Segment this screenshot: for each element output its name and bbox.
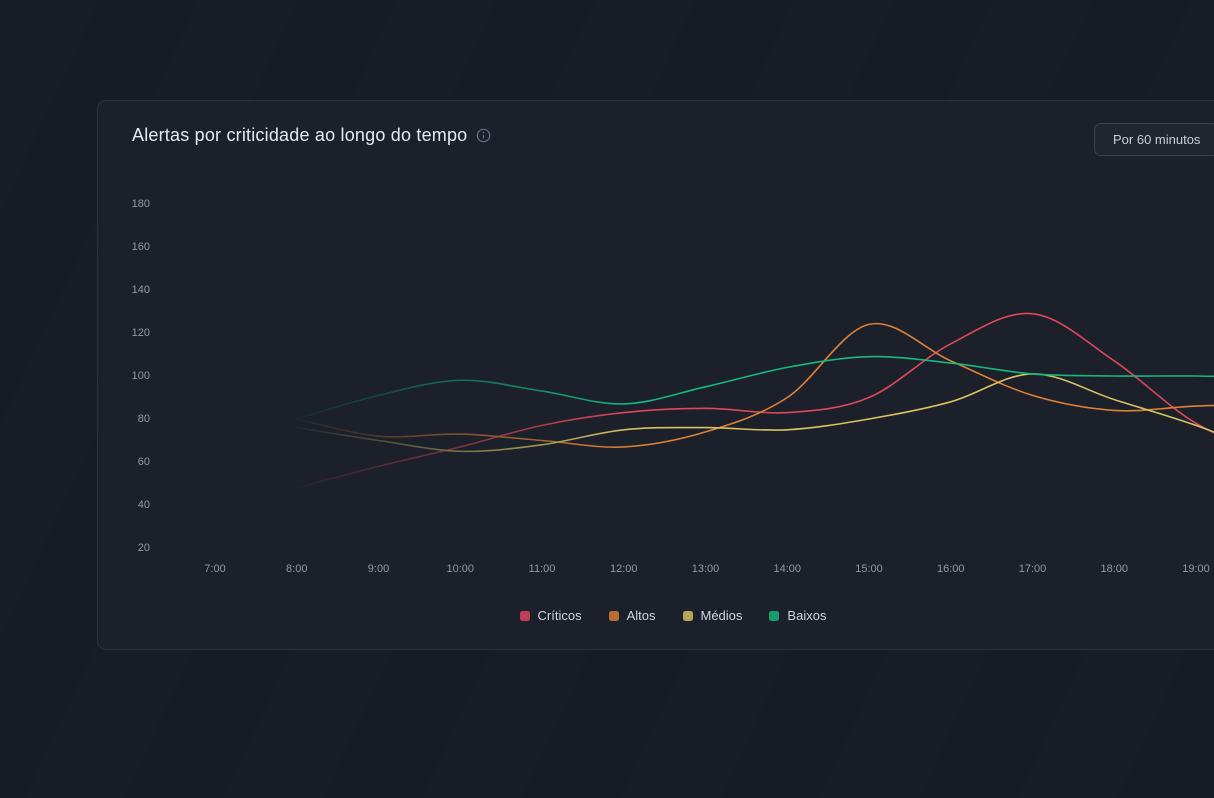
x-tick-label: 14:00 [773, 563, 802, 575]
y-tick-label: 140 [131, 284, 150, 296]
card-header: Alertas por criticidade ao longo do temp… [132, 125, 491, 146]
y-tick-label: 60 [137, 456, 150, 468]
series-line-baixos [296, 355, 1214, 420]
x-tick-label: 9:00 [367, 563, 390, 575]
x-tick-label: 17:00 [1018, 563, 1047, 575]
x-tick-label: 15:00 [855, 563, 883, 575]
period-selector-button[interactable]: Por 60 minutos [1094, 123, 1214, 156]
legend-label: Altos [626, 608, 656, 623]
series-line-criticos [296, 312, 1214, 489]
y-tick-label: 20 [137, 542, 150, 554]
x-tick-label: 19:00 [1182, 563, 1210, 575]
legend-item-altos[interactable]: Altos [608, 608, 656, 623]
legend-swatch-altos [608, 610, 619, 621]
series-line-altos [296, 322, 1214, 448]
chart-legend: Críticos Altos Médios Baixos [98, 608, 1214, 623]
legend-swatch-criticos [519, 610, 530, 621]
alerts-chart-card: Alertas por criticidade ao longo do temp… [97, 100, 1214, 650]
y-tick-label: 100 [131, 370, 150, 382]
legend-item-medios[interactable]: Médios [682, 608, 743, 623]
legend-label: Baixos [787, 608, 827, 623]
y-tick-label: 80 [137, 413, 150, 425]
legend-swatch-medios [682, 610, 693, 621]
info-icon[interactable] [476, 128, 491, 143]
legend-label: Médios [700, 608, 743, 623]
x-tick-label: 13:00 [691, 563, 720, 575]
x-tick-label: 10:00 [446, 563, 475, 575]
legend-label: Críticos [537, 608, 582, 623]
y-tick-label: 180 [131, 198, 150, 210]
y-tick-label: 120 [131, 327, 150, 339]
x-tick-label: 12:00 [609, 563, 638, 575]
x-tick-label: 18:00 [1100, 563, 1129, 575]
legend-item-criticos[interactable]: Críticos [519, 608, 582, 623]
legend-swatch-baixos [769, 610, 780, 621]
y-tick-label: 40 [137, 499, 150, 511]
alerts-line-chart [296, 312, 1214, 489]
series-line-medios [296, 373, 1214, 453]
x-tick-label: 8:00 [286, 563, 308, 575]
x-tick-label: 11:00 [528, 563, 556, 575]
x-tick-label: 16:00 [936, 563, 965, 575]
x-tick-label: 7:00 [204, 563, 226, 575]
chart-title: Alertas por criticidade ao longo do temp… [132, 125, 468, 145]
y-tick-label: 160 [131, 241, 150, 253]
legend-item-baixos[interactable]: Baixos [769, 608, 826, 623]
